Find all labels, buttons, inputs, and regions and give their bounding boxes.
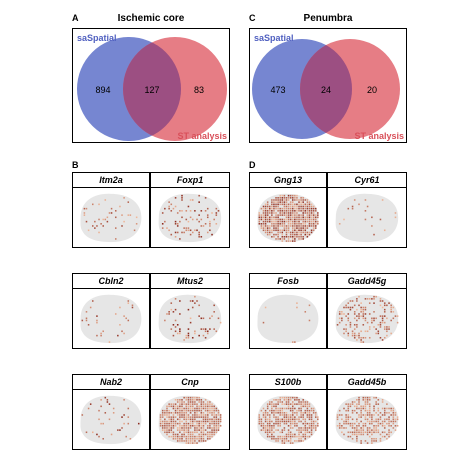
- panel-a-letter: A: [72, 13, 79, 23]
- gene-panel-b-1: Itm2a: [72, 172, 150, 248]
- tissue-section-graphic: [257, 395, 319, 445]
- tissue-spot-map: [151, 289, 229, 348]
- gene-panel-d-1: Gng13: [249, 172, 327, 248]
- tissue-spot-map: [250, 289, 326, 348]
- tissue-spot-map: [73, 390, 149, 449]
- gene-label: Cbln2: [73, 274, 149, 289]
- gene-label: S100b: [250, 375, 326, 390]
- gene-panel-b-4: Mtus2: [150, 273, 230, 349]
- tissue-section-graphic: [158, 193, 222, 243]
- tissue-section-graphic: [80, 193, 142, 243]
- venn-a-right-label: ST analysis: [177, 131, 227, 141]
- tissue-spot-map: [328, 390, 406, 449]
- gene-label: Itm2a: [73, 173, 149, 188]
- tissue-section-graphic: [257, 294, 319, 344]
- venn-a-right-count: 83: [194, 85, 204, 95]
- tissue-spot-map: [73, 289, 149, 348]
- gene-label: Foxp1: [151, 173, 229, 188]
- panel-c-letter: C: [249, 13, 256, 23]
- gene-panel-b-3: Cbln2: [72, 273, 150, 349]
- tissue-spot-map: [328, 289, 406, 348]
- venn-a: saSpatial ST analysis 894 127 83: [72, 28, 230, 143]
- panel-b-letter: B: [72, 160, 79, 170]
- tissue-spot-map: [328, 188, 406, 247]
- gene-panel-d-6: Gadd45b: [327, 374, 407, 450]
- venn-c-right-count: 20: [367, 85, 377, 95]
- gene-panel-d-5: S100b: [249, 374, 327, 450]
- gene-label: Gadd45b: [328, 375, 406, 390]
- venn-a-left-label: saSpatial: [77, 33, 117, 43]
- tissue-section-graphic: [158, 395, 222, 445]
- tissue-section-graphic: [335, 395, 399, 445]
- gene-label: Cyr61: [328, 173, 406, 188]
- venn-a-overlap-count: 127: [144, 85, 159, 95]
- gene-panel-b-6: Cnp: [150, 374, 230, 450]
- tissue-section-graphic: [80, 395, 142, 445]
- tissue-spot-map: [151, 188, 229, 247]
- gene-panel-b-2: Foxp1: [150, 172, 230, 248]
- venn-c-left-count: 473: [270, 85, 285, 95]
- venn-c-right-label: ST analysis: [354, 131, 404, 141]
- venn-c-overlap: [300, 39, 352, 139]
- tissue-section-graphic: [80, 294, 142, 344]
- tissue-spot-map: [250, 390, 326, 449]
- tissue-section-graphic: [257, 193, 319, 243]
- tissue-section-graphic: [158, 294, 222, 344]
- tissue-section-graphic: [335, 193, 399, 243]
- gene-label: Fosb: [250, 274, 326, 289]
- gene-panel-d-4: Gadd45g: [327, 273, 407, 349]
- venn-a-overlap: [123, 37, 181, 141]
- gene-label: Gadd45g: [328, 274, 406, 289]
- gene-label: Cnp: [151, 375, 229, 390]
- panel-d-letter: D: [249, 160, 256, 170]
- venn-c-overlap-count: 24: [321, 85, 331, 95]
- tissue-spot-map: [151, 390, 229, 449]
- tissue-section-graphic: [335, 294, 399, 344]
- gene-label: Mtus2: [151, 274, 229, 289]
- gene-panel-d-2: Cyr61: [327, 172, 407, 248]
- venn-c-left-label: saSpatial: [254, 33, 294, 43]
- gene-panel-d-3: Fosb: [249, 273, 327, 349]
- tissue-spot-map: [250, 188, 326, 247]
- venn-c: saSpatial ST analysis 473 24 20: [249, 28, 407, 143]
- gene-label: Gng13: [250, 173, 326, 188]
- gene-panel-b-5: Nab2: [72, 374, 150, 450]
- tissue-spot-map: [73, 188, 149, 247]
- gene-label: Nab2: [73, 375, 149, 390]
- venn-a-left-count: 894: [95, 85, 110, 95]
- panel-a-title: Ischemic core: [117, 13, 185, 24]
- panel-c-title: Penumbra: [303, 13, 353, 24]
